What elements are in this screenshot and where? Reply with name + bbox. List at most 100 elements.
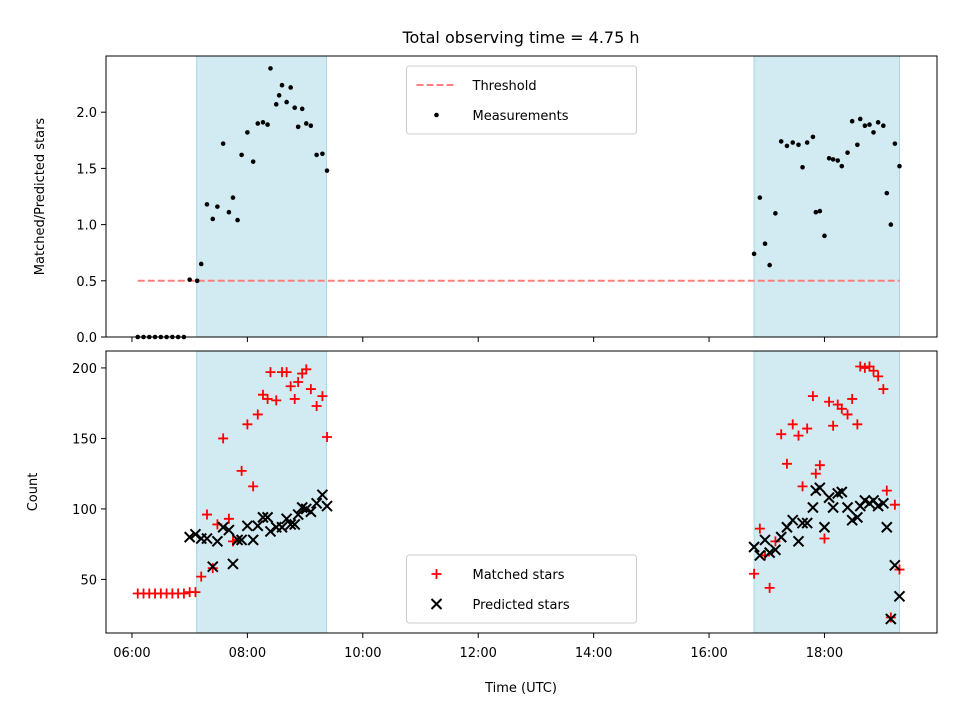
observing-window-band [196,350,327,634]
measurement-point [265,122,270,127]
matched-star-point [317,391,328,402]
matched-star-point [196,571,207,582]
matched-star-point [301,364,312,375]
measurement-point [230,195,236,200]
predicted-star-point [841,501,854,514]
legend-box [406,554,637,624]
matched-star-point [859,362,870,373]
measurement-point [250,159,256,164]
y-axis-label: Count [26,473,41,512]
predicted-star-point [769,544,782,556]
measurement-point [273,102,279,107]
measurement-point [871,130,876,135]
predicted-star-point [754,549,766,562]
y-tick-label: 0.5 [76,275,97,290]
predicted-star-point [827,501,839,514]
predicted-star-point [823,491,835,504]
matched-star-point [322,432,333,443]
matched-star-point [311,400,322,411]
measurement-point [245,130,250,135]
x-tick-label: 10:00 [344,646,381,661]
predicted-star-point [885,613,897,625]
predicted-star-point [818,521,831,533]
y-tick-label: 1.0 [76,219,97,234]
predicted-star-point [807,501,819,514]
predicted-star-point [310,497,323,509]
legend-label: Measurements [473,109,569,124]
matched-star-point [881,485,892,496]
measurement-point [187,277,192,282]
matched-star-point [868,365,879,376]
measurement-point [210,216,216,222]
measurement-point [849,118,855,124]
matched-star-point [754,523,765,534]
matched-star-point [764,582,775,593]
measurement-point [288,85,293,90]
measurement-point [855,142,860,148]
measurement-point [268,66,273,71]
measurement-point [826,155,832,161]
y-tick-label: 1.5 [76,162,97,177]
matched-star-point [776,429,787,440]
measurement-point [867,122,872,127]
predicted-star-point [284,518,297,531]
measurement-point [751,251,757,257]
predicted-star-point [759,534,771,546]
measurement-point [881,123,886,128]
x-tick-label: 18:00 [806,646,843,661]
measurement-point [295,124,301,130]
matched-star-point [802,423,813,434]
measurement-point [804,140,810,145]
predicted-star-point [851,511,864,524]
predicted-star-point [748,541,760,553]
x-tick-label: 06:00 [113,646,150,661]
matched-star-point [842,409,853,420]
matched-star-point [178,588,189,599]
predicted-star-point [889,559,901,572]
measurement-point [897,163,902,169]
measurement-point [284,99,289,105]
matched-star-point [223,513,234,524]
matched-star-point [819,533,830,544]
predicted-star-point [183,531,196,543]
predicted-star-point [276,521,288,533]
measurement-point [308,123,314,128]
predicted-star-point [189,528,202,541]
predicted-star-point [261,511,274,524]
y-tick-label: 50 [80,573,97,588]
matched-star-point [873,371,884,382]
matched-star-point [285,381,296,392]
matched-star-point [824,396,835,407]
measurement-point [857,116,863,122]
measurement-point [198,261,204,267]
matched-star-point [807,391,818,402]
measurement-point [892,141,898,146]
measurement-point [255,121,261,126]
measurement-point [862,123,868,128]
measurement-point [800,164,805,170]
measurement-point [884,190,890,196]
predicted-star-point [207,561,219,573]
measurement-point [260,120,266,125]
predicted-star-point [280,513,293,525]
measurement-point [822,233,827,239]
measurement-point [845,150,850,155]
legend-matched-swatch [431,569,442,579]
matched-star-point [852,419,863,430]
measurement-point [235,217,240,223]
matched-star-point [836,403,847,414]
y-tick-label: 200 [72,362,97,377]
measurement-point [762,241,768,247]
predicted-star-point [796,517,809,529]
observing-window-band [753,350,900,634]
matched-star-point [252,409,263,420]
matched-star-point [262,393,273,404]
measurement-point [320,151,325,157]
matched-star-point [810,468,821,479]
predicted-star-point [305,506,317,518]
matched-star-point [797,481,808,492]
predicted-star-point [252,520,264,532]
y-tick-label: 0.0 [76,331,97,346]
axes-frame [105,350,938,634]
matched-star-point [847,393,858,404]
